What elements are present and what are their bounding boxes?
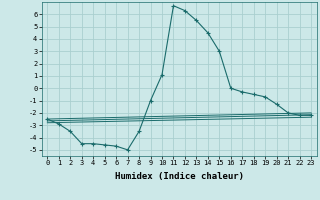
X-axis label: Humidex (Indice chaleur): Humidex (Indice chaleur): [115, 172, 244, 181]
